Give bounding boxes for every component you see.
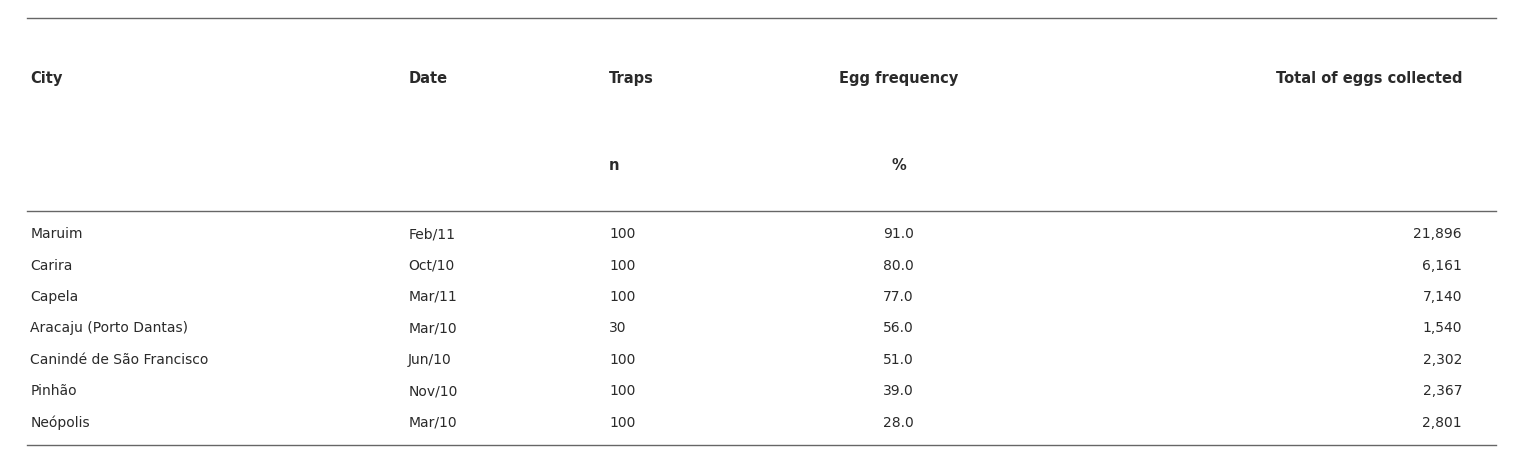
Text: 2,302: 2,302 <box>1422 353 1462 367</box>
Text: Mar/10: Mar/10 <box>408 416 457 430</box>
Text: Jun/10: Jun/10 <box>408 353 452 367</box>
Text: 100: 100 <box>609 384 635 398</box>
Text: Nov/10: Nov/10 <box>408 384 457 398</box>
Text: Total of eggs collected: Total of eggs collected <box>1276 71 1462 85</box>
Text: 100: 100 <box>609 290 635 304</box>
Text: Mar/11: Mar/11 <box>408 290 457 304</box>
Text: Capela: Capela <box>30 290 79 304</box>
Text: Mar/10: Mar/10 <box>408 321 457 336</box>
Text: Carira: Carira <box>30 258 73 273</box>
Text: 21,896: 21,896 <box>1413 227 1462 241</box>
Text: Feb/11: Feb/11 <box>408 227 455 241</box>
Text: Aracaju (Porto Dantas): Aracaju (Porto Dantas) <box>30 321 189 336</box>
Text: City: City <box>30 71 62 85</box>
Text: n: n <box>609 158 620 173</box>
Text: 30: 30 <box>609 321 626 336</box>
Text: %: % <box>891 158 906 173</box>
Text: 100: 100 <box>609 416 635 430</box>
Text: 28.0: 28.0 <box>883 416 914 430</box>
Text: 7,140: 7,140 <box>1422 290 1462 304</box>
Text: Traps: Traps <box>609 71 653 85</box>
Text: 80.0: 80.0 <box>883 258 914 273</box>
Text: Pinhão: Pinhão <box>30 384 78 398</box>
Text: 39.0: 39.0 <box>883 384 914 398</box>
Text: 2,801: 2,801 <box>1422 416 1462 430</box>
Text: 51.0: 51.0 <box>883 353 914 367</box>
Text: 56.0: 56.0 <box>883 321 914 336</box>
Text: Date: Date <box>408 71 448 85</box>
Text: Neópolis: Neópolis <box>30 415 90 430</box>
Text: 91.0: 91.0 <box>883 227 914 241</box>
Text: 100: 100 <box>609 227 635 241</box>
Text: 2,367: 2,367 <box>1422 384 1462 398</box>
Text: 77.0: 77.0 <box>883 290 914 304</box>
Text: 6,161: 6,161 <box>1422 258 1462 273</box>
Text: Canindé de São Francisco: Canindé de São Francisco <box>30 353 209 367</box>
Text: 1,540: 1,540 <box>1422 321 1462 336</box>
Text: 100: 100 <box>609 353 635 367</box>
Text: 100: 100 <box>609 258 635 273</box>
Text: Egg frequency: Egg frequency <box>839 71 958 85</box>
Text: Maruim: Maruim <box>30 227 82 241</box>
Text: Oct/10: Oct/10 <box>408 258 454 273</box>
